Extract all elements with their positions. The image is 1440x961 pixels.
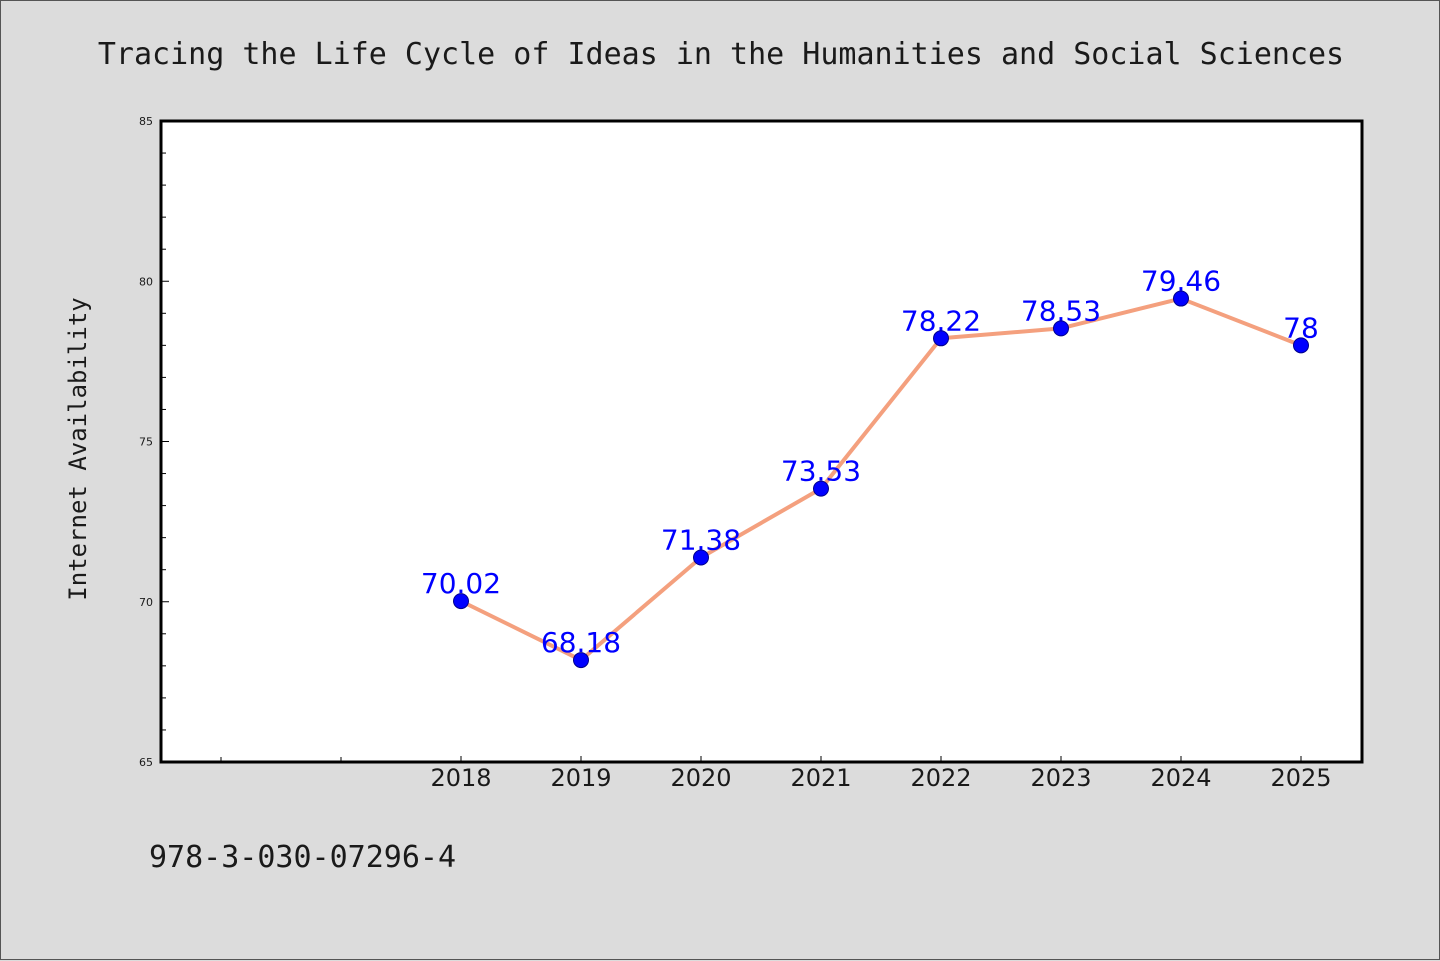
data-point bbox=[1173, 290, 1189, 307]
data-markers bbox=[453, 290, 1309, 669]
plot-area bbox=[159, 119, 1364, 764]
x-tick-label: 2019 bbox=[550, 764, 611, 792]
data-point bbox=[1053, 320, 1069, 337]
x-tick-label: 2018 bbox=[430, 764, 491, 792]
x-tick-label: 2023 bbox=[1030, 764, 1091, 792]
chart-title: Tracing the Life Cycle of Ideas in the H… bbox=[98, 37, 1344, 72]
x-tick-label: 2025 bbox=[1270, 764, 1331, 792]
data-point bbox=[813, 480, 829, 497]
x-tick-label: 2021 bbox=[790, 764, 851, 792]
data-point bbox=[573, 652, 589, 669]
y-tick-label: 85 bbox=[139, 115, 153, 128]
data-label: 68.18 bbox=[541, 626, 621, 659]
y-axis-label: Internet Availability bbox=[64, 297, 92, 600]
data-label: 71.38 bbox=[661, 524, 741, 557]
x-tick-label: 2024 bbox=[1150, 764, 1211, 792]
data-point bbox=[1293, 337, 1309, 354]
y-tick-label: 80 bbox=[139, 275, 153, 288]
data-point bbox=[453, 593, 469, 610]
data-label: 78.53 bbox=[1021, 294, 1101, 327]
x-tick-label: 2020 bbox=[670, 764, 731, 792]
data-label: 78.22 bbox=[901, 304, 981, 337]
data-point bbox=[933, 330, 949, 347]
series-line bbox=[459, 296, 1303, 663]
data-labels: 70.02 68.18 71.38 73.53 78.22 78.53 79.46 78 bbox=[421, 265, 1319, 660]
x-tick-label: 2022 bbox=[910, 764, 971, 792]
data-label: 79.46 bbox=[1141, 265, 1221, 298]
data-label: 73.53 bbox=[781, 455, 861, 488]
data-label: 78 bbox=[1283, 311, 1319, 344]
data-point bbox=[693, 549, 709, 566]
y-tick-label: 65 bbox=[139, 756, 153, 769]
y-tick-label: 75 bbox=[139, 436, 153, 449]
isbn-caption: 978-3-030-07296-4 bbox=[149, 840, 456, 875]
y-axis-ticks: 65 70 75 80 85 bbox=[139, 115, 169, 769]
y-tick-label: 70 bbox=[139, 596, 153, 609]
x-axis-ticks: 2018 2019 2020 2021 2022 2023 2024 2025 bbox=[220, 756, 1332, 792]
data-label: 70.02 bbox=[421, 567, 501, 600]
